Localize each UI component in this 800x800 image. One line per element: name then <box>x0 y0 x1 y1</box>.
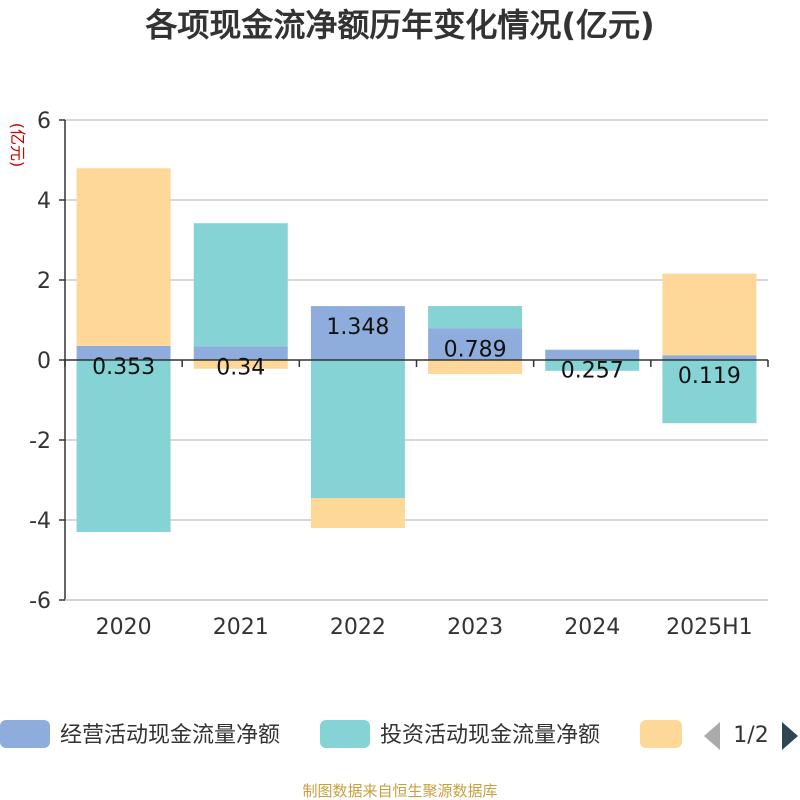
y-tick-label: 6 <box>37 109 51 134</box>
data-label: 1.348 <box>326 315 389 340</box>
legend-swatch[interactable] <box>320 720 370 748</box>
data-label: 0.789 <box>444 337 507 362</box>
bar-series-2-2021[interactable] <box>193 360 288 369</box>
bar-series-1-2024[interactable] <box>545 360 640 371</box>
legend-swatch[interactable] <box>640 720 682 748</box>
bar-series-0-2022[interactable] <box>310 306 405 360</box>
x-tick-label: 2023 <box>447 615 503 640</box>
y-tick-label: 2 <box>37 269 51 294</box>
legend-page-indicator: 1/2 <box>733 723 768 748</box>
bar-series-0-2024[interactable] <box>545 349 640 360</box>
x-tick-label: 2025H1 <box>666 615 753 640</box>
axes: 6 4 2 0 -2 -4 -6 2020 2021 2022 2023 2024 2025H1 <box>29 109 769 640</box>
data-labels: 0.353 0.34 1.348 0.789 0.257 0.119 <box>92 315 741 389</box>
y-tick-label: -6 <box>29 589 51 614</box>
data-label: 0.34 <box>216 355 265 380</box>
bar-series-1-2022[interactable] <box>310 360 405 498</box>
y-tick-label: -2 <box>29 429 51 454</box>
bar-series-2-2025H1[interactable] <box>662 273 757 356</box>
data-label: 0.353 <box>92 355 155 380</box>
bar-series-2-2020[interactable] <box>76 168 171 346</box>
x-tick-label: 2021 <box>213 615 269 640</box>
bar-series-1-2023[interactable] <box>428 306 523 329</box>
bar-series-0-2025H1[interactable] <box>662 355 757 360</box>
x-tick-label: 2022 <box>330 615 386 640</box>
legend: 经营活动现金流量净额 投资活动现金流量净额 1/2 <box>0 720 798 750</box>
bar-series-0-2020[interactable] <box>76 345 171 360</box>
y-tick-label: -4 <box>29 509 51 534</box>
legend-label[interactable]: 投资活动现金流量净额 <box>380 723 600 748</box>
chart-title: 各项现金流净额历年变化情况(亿元) <box>145 6 654 44</box>
data-label: 0.119 <box>678 364 741 389</box>
legend-next-icon[interactable] <box>782 722 798 750</box>
x-tick-label: 2024 <box>564 615 620 640</box>
bar-series-1-2020[interactable] <box>76 360 171 532</box>
legend-label[interactable]: 经营活动现金流量净额 <box>60 723 280 748</box>
bars <box>76 168 757 532</box>
bar-series-2-2023[interactable] <box>428 360 523 374</box>
bar-series-0-2021[interactable] <box>193 346 288 360</box>
y-axis-unit-label: (亿元) <box>8 123 27 168</box>
x-tick-label: 2020 <box>96 615 152 640</box>
bar-series-2-2022[interactable] <box>310 498 405 528</box>
legend-prev-icon[interactable] <box>704 722 720 750</box>
y-tick-label: 4 <box>37 189 51 214</box>
legend-swatch[interactable] <box>0 720 50 748</box>
y-tick-label: 0 <box>37 349 51 374</box>
bar-series-1-2025H1[interactable] <box>662 360 757 424</box>
bar-series-0-2023[interactable] <box>428 328 523 360</box>
bar-series-1-2021[interactable] <box>193 223 288 347</box>
data-source: 制图数据来自恒生聚源数据库 <box>302 782 497 800</box>
data-label: 0.257 <box>561 359 624 384</box>
